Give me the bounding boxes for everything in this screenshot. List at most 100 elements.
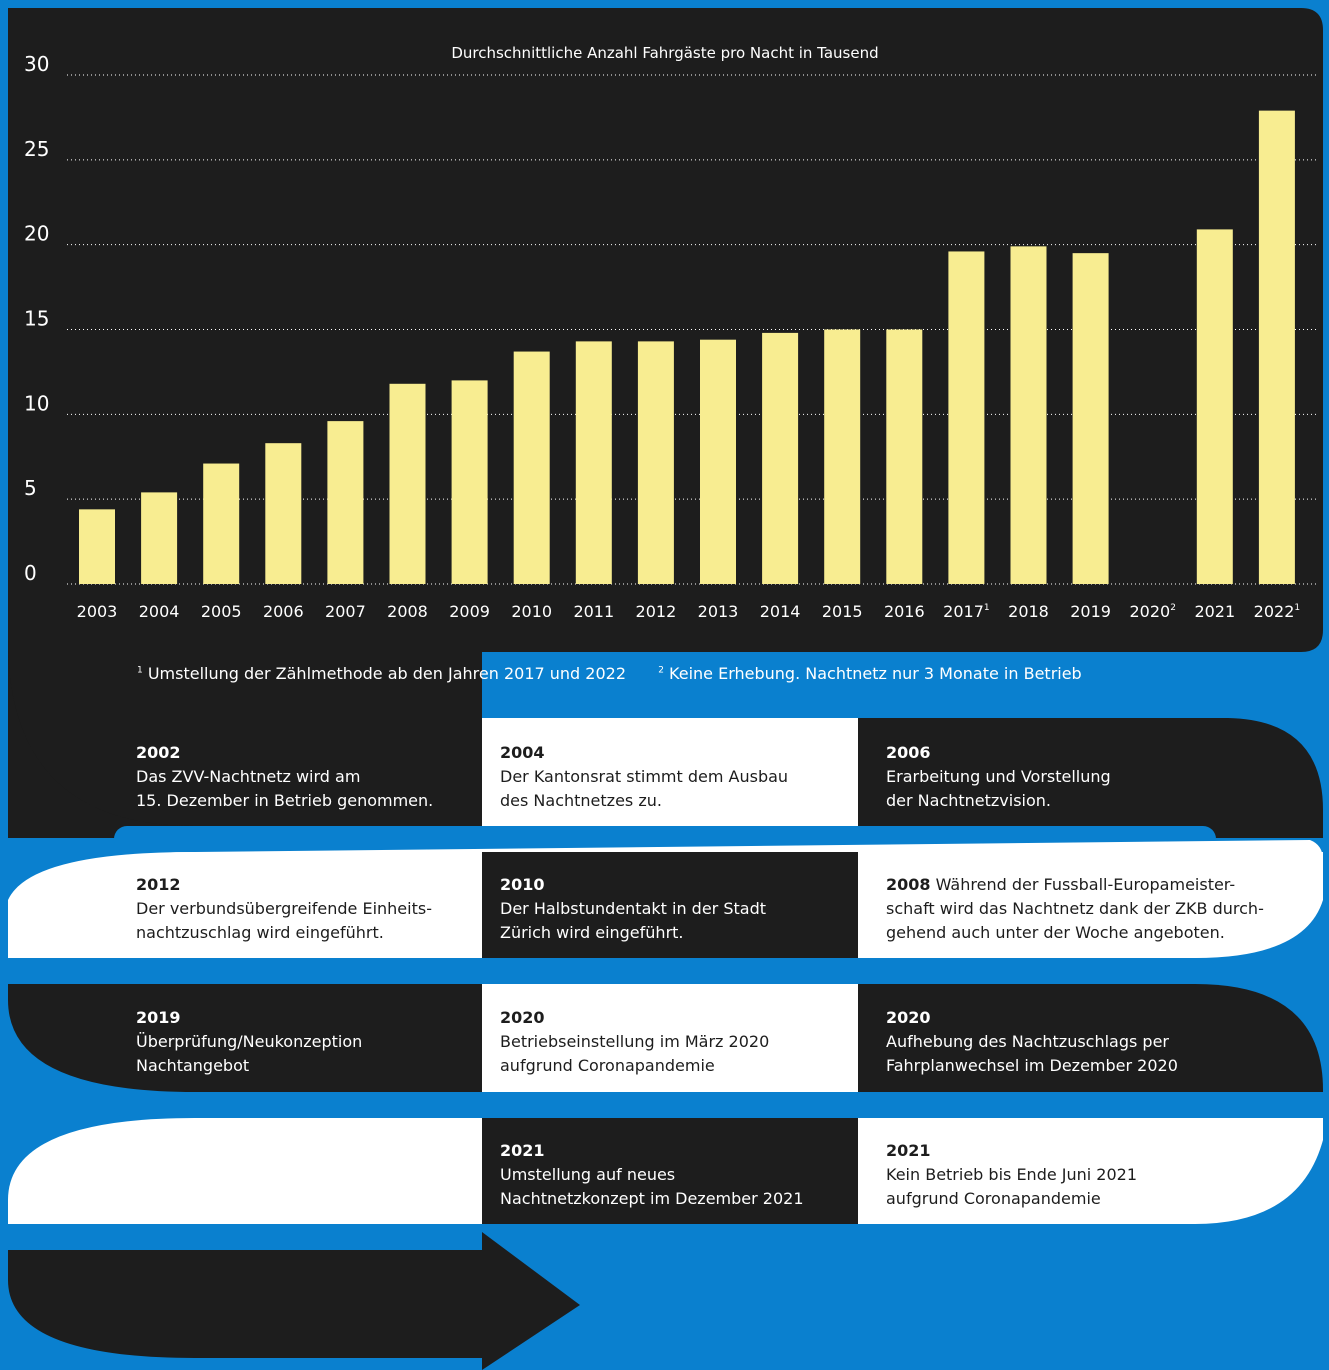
timeline-item: 2019 Überprüfung/Neukonzeption Nachtange…: [136, 1006, 476, 1078]
footnote-2-marker: 2: [658, 665, 664, 676]
timeline-item: 2021 Kein Betrieb bis Ende Juni 2021 auf…: [886, 1139, 1226, 1211]
timeline-text: Aufhebung des Nachtzuschlags per Fahrpla…: [886, 1032, 1178, 1075]
timeline-item: 2012 Der verbundsübergreifende Einheits-…: [136, 873, 476, 945]
bar-2008: [389, 383, 426, 584]
footnote-1-marker: 1: [137, 665, 143, 676]
y-axis-ticks: 0 5 10 15 20 25 30: [24, 52, 49, 585]
x-tick-label: 2014: [760, 602, 801, 621]
bar-2009: [451, 380, 488, 584]
timeline-year: 2021: [886, 1141, 931, 1160]
x-tick-label: 2006: [263, 602, 304, 621]
timeline-year: 2004: [500, 743, 545, 762]
timeline-year: 2012: [136, 875, 181, 894]
bar-2018: [1010, 246, 1047, 584]
bar-2012: [637, 341, 674, 584]
x-tick-label: 20171: [943, 602, 989, 621]
bar-2017: [948, 251, 985, 584]
bar-2005: [203, 463, 240, 584]
x-tick-label: 2009: [449, 602, 490, 621]
timeline-year: 2002: [136, 743, 181, 762]
y-tick-label: 10: [24, 391, 49, 415]
timeline-text: Der Kantonsrat stimmt dem Ausbau des Nac…: [500, 767, 789, 810]
y-tick-label: 25: [24, 137, 49, 161]
y-tick-label: 20: [24, 222, 49, 246]
bar-2004: [141, 492, 178, 584]
bar-2022: [1258, 110, 1295, 584]
timeline-year: 2020: [886, 1008, 931, 1027]
x-tick-label: 2011: [573, 602, 614, 621]
timeline-item: 2004 Der Kantonsrat stimmt dem Ausbau de…: [500, 741, 840, 813]
timeline-item: 2008 Während der Fussball-Europameister-…: [886, 873, 1286, 945]
gridlines: [67, 74, 1316, 585]
timeline-item: 2021 Umstellung auf neues Nachtnetzkonze…: [500, 1139, 840, 1211]
timeline-text: Das ZVV-Nachtnetz wird am 15. Dezember i…: [136, 767, 434, 810]
bar-2014: [762, 332, 799, 584]
timeline-text: Der verbundsübergreifende Einheits- nach…: [136, 899, 432, 942]
timeline-year: 2008: [886, 875, 931, 894]
cell-bg-2004: [482, 718, 858, 826]
y-tick-label: 0: [24, 561, 37, 585]
timeline-year: 2019: [136, 1008, 181, 1027]
cell-bg-2010: [482, 852, 858, 958]
x-tick-label: 20202: [1129, 602, 1175, 621]
y-tick-label: 15: [24, 307, 49, 331]
band-1-left-curve: [8, 600, 482, 826]
connector-4: [114, 1224, 1216, 1250]
x-tick-label: 2019: [1070, 602, 1111, 621]
x-tick-label: 2013: [698, 602, 739, 621]
x-tick-label: 20221: [1254, 602, 1300, 621]
bar-2015: [824, 329, 861, 584]
chart-title: Durchschnittliche Anzahl Fahrgäste pro N…: [451, 44, 878, 62]
x-tick-label: 2012: [636, 602, 677, 621]
x-axis-ticks: 2003 2004 2005 2006 2007 2008 2009 2010 2011 2012…: [77, 602, 1300, 621]
timeline-year: 2020: [500, 1008, 545, 1027]
timeline-year: 2021: [500, 1141, 545, 1160]
x-tick-label: 2015: [822, 602, 863, 621]
bars: [79, 110, 1295, 584]
bar-2003: [79, 509, 115, 584]
timeline-item: 2002 Das ZVV-Nachtnetz wird am 15. Dezem…: [136, 741, 476, 813]
timeline-item: 2010 Der Halbstundentakt in der Stadt Zü…: [500, 873, 840, 945]
timeline-text: Während der Fussball-Europameister- scha…: [886, 875, 1264, 942]
connector-2: [114, 958, 1216, 984]
bar-chart: Durchschnittliche Anzahl Fahrgäste pro N…: [24, 44, 1316, 621]
x-tick-label: 2008: [387, 602, 428, 621]
x-tick-label: 2007: [325, 602, 366, 621]
timeline-item: 2020 Aufhebung des Nachtzuschlags per Fa…: [886, 1006, 1226, 1078]
timeline-text-inline: 2008 Während der Fussball-Europameister-…: [886, 873, 1286, 945]
timeline-text: Kein Betrieb bis Ende Juni 2021 aufgrund…: [886, 1165, 1138, 1208]
timeline-text: Überprüfung/Neukonzeption Nachtangebot: [136, 1032, 363, 1075]
cell-bg-2021a: [482, 1118, 858, 1224]
bar-2010: [513, 351, 550, 584]
bar-2006: [265, 443, 302, 584]
x-tick-label: 2003: [77, 602, 118, 621]
timeline-text: Umstellung auf neues Nachtnetzkonzept im…: [500, 1165, 804, 1208]
bar-2019: [1072, 253, 1109, 584]
timeline-text: Betriebseinstellung im März 2020 aufgrun…: [500, 1032, 770, 1075]
timeline-year: 2006: [886, 743, 931, 762]
footnote-2-text: Keine Erhebung. Nachtnetz nur 3 Monate i…: [669, 664, 1082, 683]
connector-3: [114, 1092, 1216, 1118]
x-tick-label: 2010: [511, 602, 552, 621]
footnotes: 1 Umstellung der Zählmethode ab den Jahr…: [137, 664, 1237, 683]
bar-2013: [700, 339, 736, 584]
y-tick-label: 5: [24, 476, 37, 500]
bar-2011: [575, 341, 612, 584]
timeline-text: Der Halbstundentakt in der Stadt Zürich …: [500, 899, 766, 942]
timeline-year: 2010: [500, 875, 545, 894]
x-tick-label: 2021: [1194, 602, 1235, 621]
bar-2007: [327, 421, 364, 584]
footnote-1-text: Umstellung der Zählmethode ab den Jahren…: [147, 664, 627, 683]
timeline-text: Erarbeitung und Vorstellung der Nachtnet…: [886, 767, 1111, 810]
timeline-item: 2006 Erarbeitung und Vorstellung der Nac…: [886, 741, 1226, 813]
bar-2016: [886, 329, 923, 584]
x-tick-label: 2005: [201, 602, 242, 621]
x-tick-label: 2016: [884, 602, 925, 621]
timeline-item: 2020 Betriebseinstellung im März 2020 au…: [500, 1006, 840, 1078]
x-tick-label: 2018: [1008, 602, 1049, 621]
final-arrow-band: [8, 1232, 580, 1370]
y-tick-label: 30: [24, 52, 49, 76]
cell-bg-2020a: [482, 984, 858, 1092]
